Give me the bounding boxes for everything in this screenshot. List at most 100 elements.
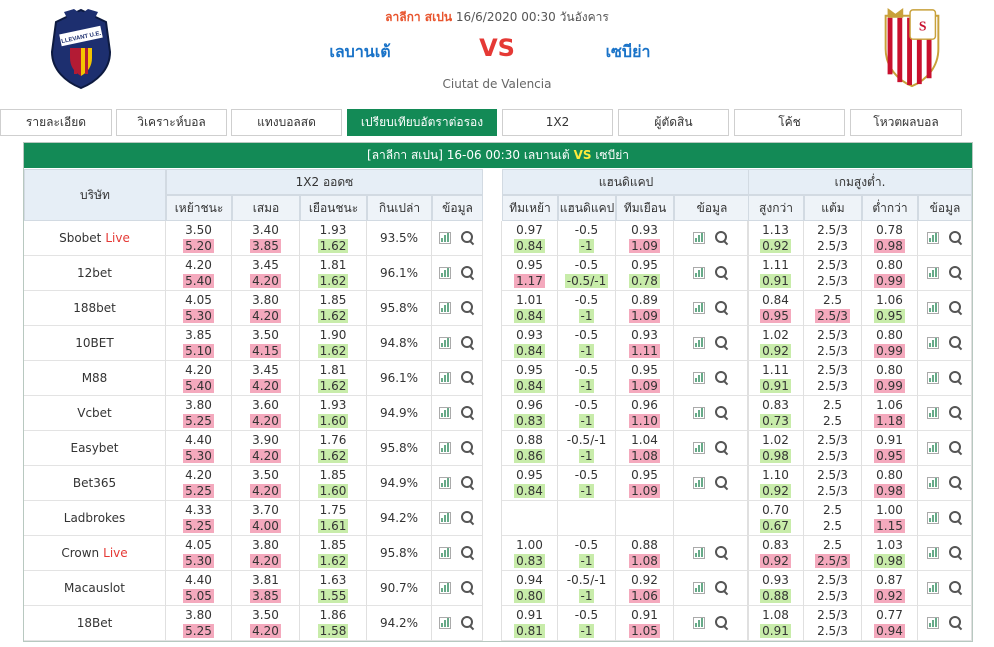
bookmaker-cell[interactable]: Crown Live bbox=[24, 536, 166, 571]
tab-coach[interactable]: โค้ช bbox=[734, 109, 845, 136]
search-icon[interactable] bbox=[461, 580, 475, 595]
search-icon[interactable] bbox=[948, 300, 963, 315]
tab-1x2[interactable]: 1X2 bbox=[502, 109, 613, 136]
search-icon[interactable] bbox=[461, 265, 475, 280]
bar-chart-icon[interactable] bbox=[692, 616, 705, 629]
tab-analysis[interactable]: วิเคราะห์บอล bbox=[116, 109, 227, 136]
bookmaker-name[interactable]: Crown bbox=[61, 546, 100, 560]
bar-chart-icon[interactable] bbox=[692, 441, 705, 454]
bar-chart-icon[interactable] bbox=[692, 336, 705, 349]
search-icon[interactable] bbox=[948, 440, 963, 455]
bookmaker-name[interactable]: Sbobet bbox=[59, 231, 102, 245]
search-icon[interactable] bbox=[948, 580, 963, 595]
bookmaker-cell[interactable]: 12bet bbox=[24, 256, 166, 291]
bookmaker-cell[interactable]: Easybet bbox=[24, 431, 166, 466]
bar-chart-icon[interactable] bbox=[926, 406, 939, 419]
search-icon[interactable] bbox=[714, 580, 729, 595]
bookmaker-name[interactable]: Bet365 bbox=[72, 476, 117, 490]
bar-chart-icon[interactable] bbox=[439, 581, 451, 594]
bookmaker-name[interactable]: 10BET bbox=[75, 336, 114, 350]
search-icon[interactable] bbox=[948, 230, 963, 245]
bar-chart-icon[interactable] bbox=[926, 511, 939, 524]
bar-chart-icon[interactable] bbox=[926, 476, 939, 489]
search-icon[interactable] bbox=[461, 440, 475, 455]
bar-chart-icon[interactable] bbox=[926, 581, 939, 594]
tab-vote[interactable]: โหวตผลบอล bbox=[850, 109, 962, 136]
bookmaker-name[interactable]: Macauslot bbox=[64, 581, 125, 595]
bar-chart-icon[interactable] bbox=[439, 441, 451, 454]
bar-chart-icon[interactable] bbox=[439, 336, 451, 349]
bar-chart-icon[interactable] bbox=[439, 406, 451, 419]
search-icon[interactable] bbox=[461, 615, 475, 630]
bookmaker-name[interactable]: 12bet bbox=[77, 266, 112, 280]
search-icon[interactable] bbox=[461, 370, 475, 385]
bookmaker-cell[interactable]: Ladbrokes bbox=[24, 501, 166, 536]
search-icon[interactable] bbox=[714, 230, 729, 245]
bar-chart-icon[interactable] bbox=[692, 231, 705, 244]
bar-chart-icon[interactable] bbox=[439, 231, 451, 244]
bookmaker-name[interactable]: 188bet bbox=[73, 301, 116, 315]
search-icon[interactable] bbox=[948, 405, 963, 420]
search-icon[interactable] bbox=[714, 440, 729, 455]
search-icon[interactable] bbox=[714, 545, 729, 560]
bookmaker-cell[interactable]: Macauslot bbox=[24, 571, 166, 606]
bar-chart-icon[interactable] bbox=[692, 266, 705, 279]
bar-chart-icon[interactable] bbox=[692, 581, 705, 594]
bar-chart-icon[interactable] bbox=[439, 511, 451, 524]
bookmaker-cell[interactable]: 18Bet bbox=[24, 606, 166, 641]
bar-chart-icon[interactable] bbox=[692, 371, 705, 384]
search-icon[interactable] bbox=[714, 265, 729, 280]
search-icon[interactable] bbox=[948, 510, 963, 525]
bar-chart-icon[interactable] bbox=[439, 546, 451, 559]
search-icon[interactable] bbox=[461, 405, 475, 420]
live-badge[interactable]: Live bbox=[103, 546, 128, 560]
bookmaker-cell[interactable]: M88 bbox=[24, 361, 166, 396]
bar-chart-icon[interactable] bbox=[926, 546, 939, 559]
bar-chart-icon[interactable] bbox=[439, 616, 451, 629]
bookmaker-name[interactable]: Easybet bbox=[70, 441, 119, 455]
search-icon[interactable] bbox=[714, 615, 729, 630]
bookmaker-cell[interactable]: Bet365 bbox=[24, 466, 166, 501]
search-icon[interactable] bbox=[461, 230, 475, 245]
tab-odds-compare[interactable]: เปรียบเทียบอัตราต่อรอง bbox=[347, 109, 497, 136]
search-icon[interactable] bbox=[714, 300, 729, 315]
bar-chart-icon[interactable] bbox=[692, 406, 705, 419]
search-icon[interactable] bbox=[461, 300, 475, 315]
bookmaker-cell[interactable]: 188bet bbox=[24, 291, 166, 326]
bar-chart-icon[interactable] bbox=[926, 231, 939, 244]
search-icon[interactable] bbox=[461, 510, 475, 525]
bar-chart-icon[interactable] bbox=[926, 336, 939, 349]
bookmaker-name[interactable]: Vcbet bbox=[77, 406, 112, 420]
live-badge[interactable]: Live bbox=[105, 231, 130, 245]
home-team-name[interactable]: เลบานเต้ bbox=[329, 42, 391, 61]
search-icon[interactable] bbox=[461, 335, 475, 350]
search-icon[interactable] bbox=[714, 335, 729, 350]
bar-chart-icon[interactable] bbox=[439, 371, 451, 384]
bar-chart-icon[interactable] bbox=[439, 301, 451, 314]
search-icon[interactable] bbox=[948, 265, 963, 280]
bar-chart-icon[interactable] bbox=[926, 441, 939, 454]
search-icon[interactable] bbox=[948, 545, 963, 560]
bookmaker-cell[interactable]: 10BET bbox=[24, 326, 166, 361]
bookmaker-cell[interactable]: Vcbet bbox=[24, 396, 166, 431]
bookmaker-name[interactable]: Ladbrokes bbox=[63, 511, 126, 525]
bar-chart-icon[interactable] bbox=[439, 476, 451, 489]
bar-chart-icon[interactable] bbox=[926, 301, 939, 314]
bookmaker-cell[interactable]: Sbobet Live bbox=[24, 221, 166, 256]
search-icon[interactable] bbox=[714, 475, 729, 490]
bookmaker-name[interactable]: 18Bet bbox=[76, 616, 113, 630]
bar-chart-icon[interactable] bbox=[692, 476, 705, 489]
search-icon[interactable] bbox=[714, 370, 729, 385]
bookmaker-name[interactable]: M88 bbox=[81, 371, 108, 385]
search-icon[interactable] bbox=[461, 545, 475, 560]
bar-chart-icon[interactable] bbox=[926, 266, 939, 279]
tab-referee[interactable]: ผู้ตัดสิน bbox=[618, 109, 729, 136]
search-icon[interactable] bbox=[714, 405, 729, 420]
bar-chart-icon[interactable] bbox=[439, 266, 451, 279]
tab-live-bet[interactable]: แทงบอลสด bbox=[231, 109, 342, 136]
search-icon[interactable] bbox=[461, 475, 475, 490]
bar-chart-icon[interactable] bbox=[692, 546, 705, 559]
tab-details[interactable]: รายละเอียด bbox=[0, 109, 112, 136]
bar-chart-icon[interactable] bbox=[692, 301, 705, 314]
search-icon[interactable] bbox=[948, 370, 963, 385]
